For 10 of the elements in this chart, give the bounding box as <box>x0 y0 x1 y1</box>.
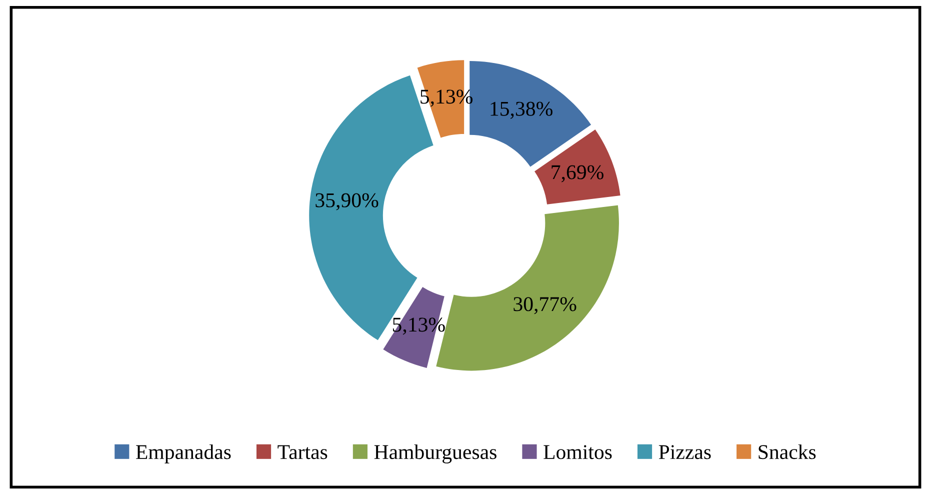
legend-label: Tartas <box>278 445 328 460</box>
data-label: 7,69% <box>552 165 604 182</box>
data-label: 30,77% <box>514 297 576 314</box>
legend-label: Hamburguesas <box>374 444 496 464</box>
legend-label: Empanadas <box>136 444 231 464</box>
data-label: 35,90% <box>316 193 378 210</box>
legend-label: Lomitos <box>544 445 612 460</box>
data-label: 15,38% <box>490 102 552 119</box>
legend-label: Snacks <box>758 444 816 460</box>
legend-label: Pizzas <box>658 445 711 460</box>
